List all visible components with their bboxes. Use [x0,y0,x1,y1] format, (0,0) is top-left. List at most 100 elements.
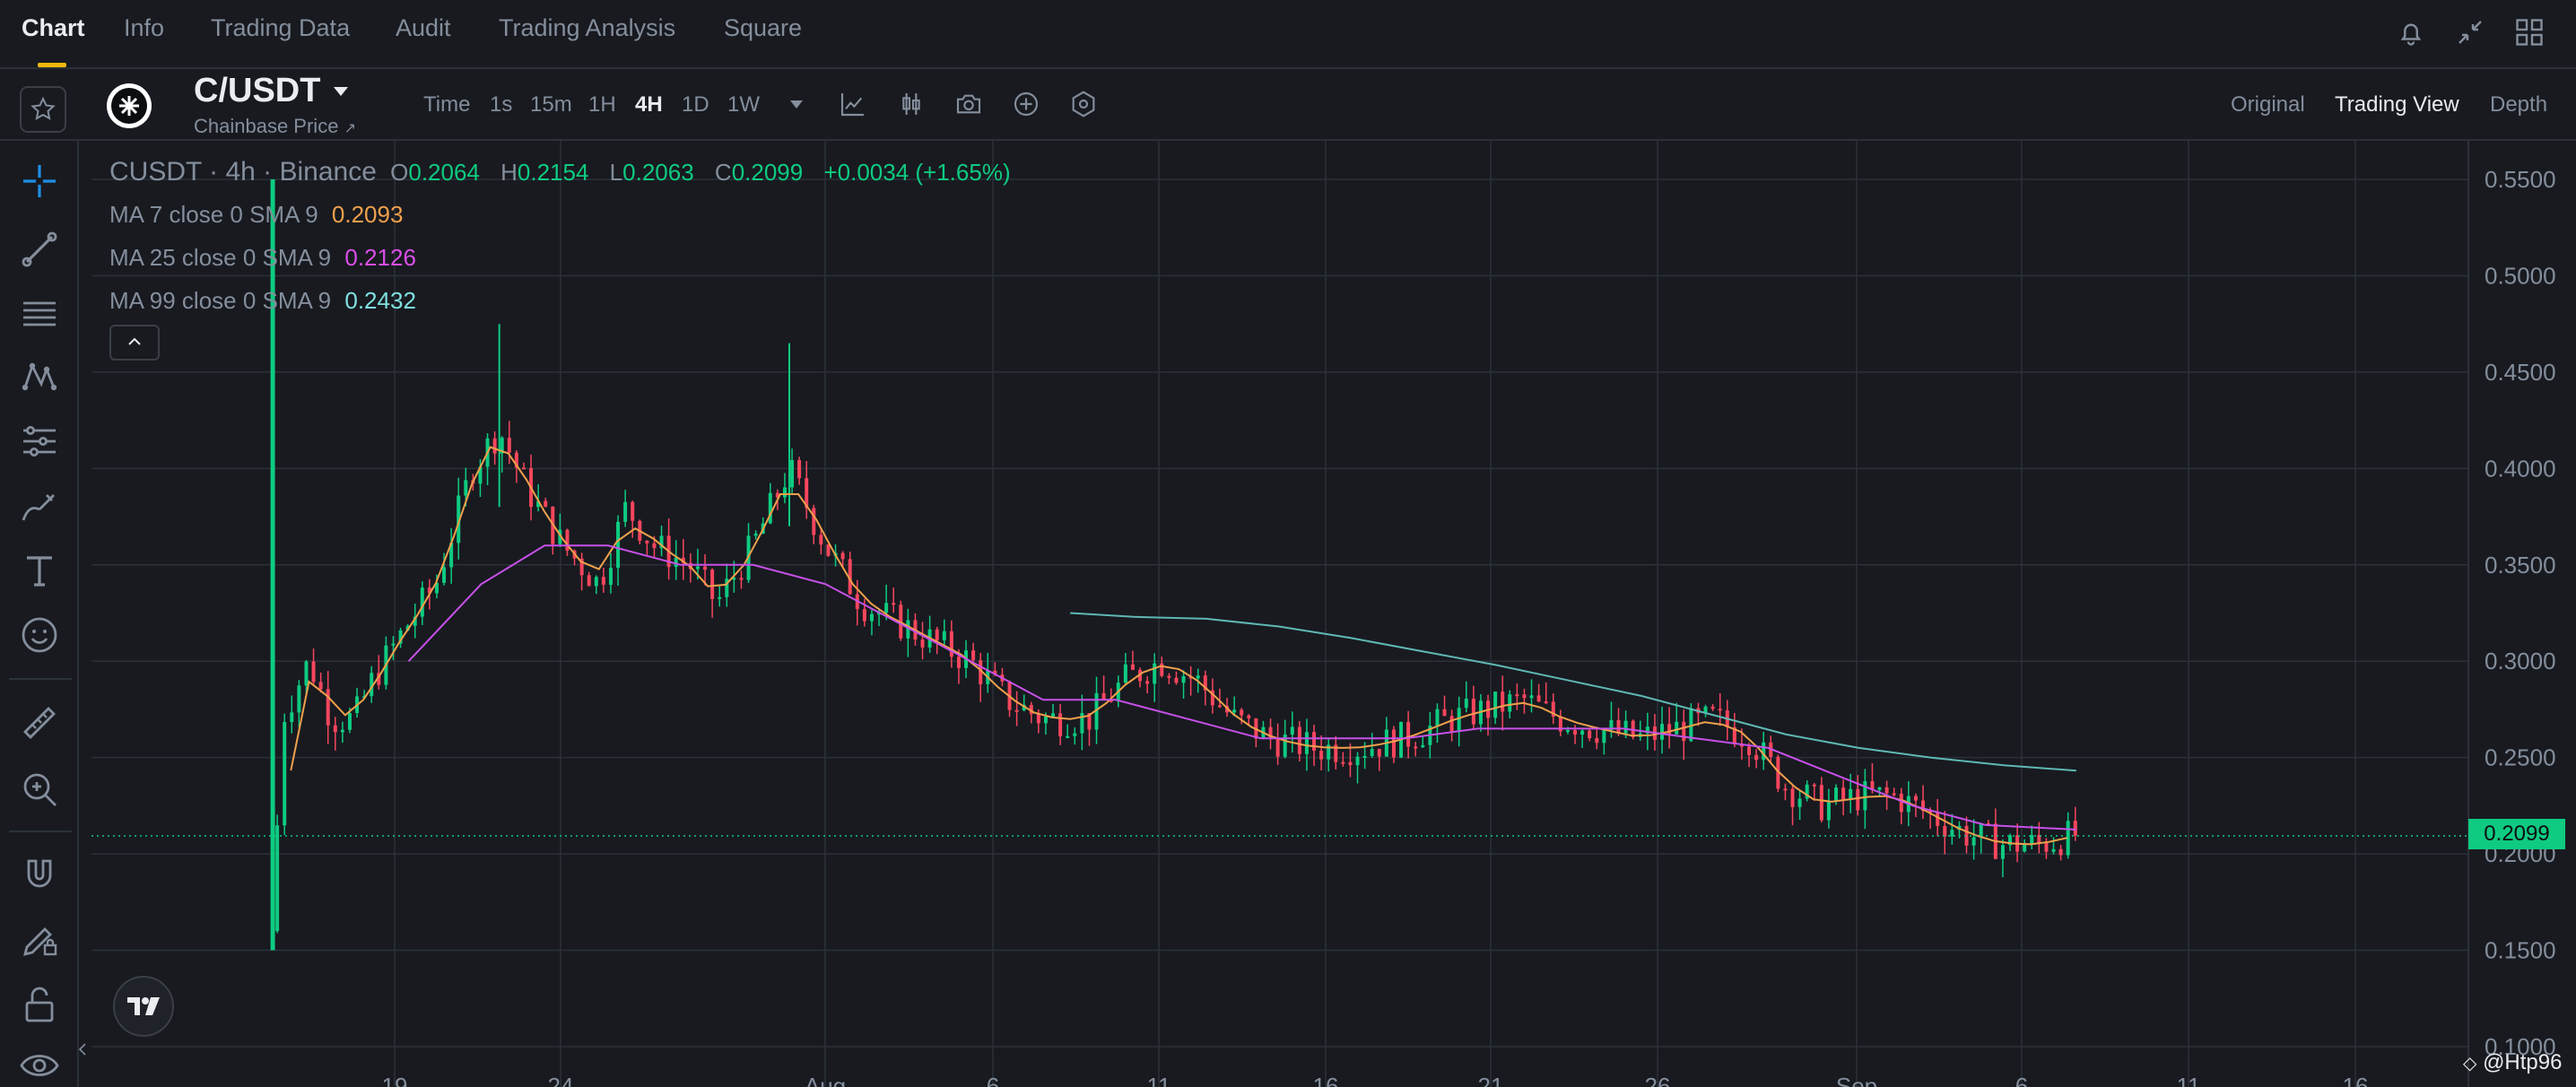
symbol-pair[interactable]: C/USDT [194,72,321,109]
lock-icon[interactable] [18,983,61,1026]
symbol-subtitle-text: Chainbase Price [194,115,339,137]
timeframe-1d[interactable]: 1D [682,92,709,117]
timeframe-more-icon[interactable] [788,97,805,111]
tradingview-logo[interactable] [113,976,174,1037]
chevron-down-icon[interactable] [332,84,350,99]
candle-body [2044,842,2049,852]
candle-body [790,460,795,488]
tab-chart[interactable]: Chart [22,14,85,41]
candle-body [1732,726,1736,744]
candle-body [1739,744,1744,747]
candle-body [1268,726,1273,739]
candle-body [1058,713,1063,737]
symbol-subtitle[interactable]: Chainbase Price ↗ [194,115,356,138]
ma25-legend[interactable]: MA 25 close 0 SMA 9 0.2126 [109,244,423,272]
candle-body [1304,732,1309,754]
candle-body [1623,720,1628,734]
candle-body [1109,700,1113,702]
candle-body [623,501,628,522]
collapse-icon[interactable] [2454,16,2486,48]
tab-info[interactable]: Info [124,14,165,41]
view-trading-view[interactable]: Trading View [2335,92,2459,117]
time-tick-label: 24 [548,1073,574,1087]
candle-body [333,725,337,733]
candle-body [906,620,910,639]
collapse-toolbar-icon[interactable] [77,1040,88,1058]
indicator-icon[interactable] [839,90,867,118]
candle-body [1819,785,1823,821]
candle-body [1283,735,1287,757]
candle-body [507,438,511,453]
price-tick-label: 0.1000 [2485,1033,2556,1060]
price-tick-label: 0.3500 [2485,552,2556,578]
text-icon[interactable] [18,549,61,592]
candle-body [1355,756,1360,766]
view-original[interactable]: Original [2231,92,2305,117]
candle-body [739,578,744,580]
timeframe-15m[interactable]: 15m [530,92,572,117]
candle-body [1834,787,1839,802]
timeframe-4h[interactable]: 4H [635,92,663,117]
candle-body [1327,744,1331,760]
crosshair-icon[interactable] [18,160,61,203]
fib-icon[interactable] [18,420,61,463]
view-depth[interactable]: Depth [2490,92,2548,117]
ohlc-legend: CUSDT · 4h · Binance O0.2064 H0.2154 L0.… [109,157,1018,187]
candle-body [753,533,758,536]
candle-body [318,682,323,690]
moving-averages [290,446,2076,846]
external-link-icon: ↗ [344,121,356,136]
candle-body [2030,835,2034,845]
candle-body [652,543,657,549]
camera-icon[interactable] [954,90,983,118]
time-tick-label: 16 [2343,1073,2369,1087]
pattern-icon[interactable] [18,355,61,398]
horizontal-lines-icon[interactable] [18,292,61,335]
magnet-icon[interactable] [18,854,61,897]
tab-trading-analysis[interactable]: Trading Analysis [499,14,676,41]
timeframe-1w[interactable]: 1W [727,92,760,117]
candle-body [725,578,729,597]
candle-body [1247,715,1251,718]
candle-body [1406,721,1411,747]
candle-body [536,500,541,508]
add-icon[interactable] [1012,90,1040,118]
candle-body [942,630,946,641]
brush-icon[interactable] [18,484,61,527]
candle-body [1551,701,1555,717]
legend-collapse-button[interactable] [109,325,160,361]
candle-body [1370,749,1374,756]
close-label: C [714,159,732,186]
lock-drawing-icon[interactable] [18,918,61,961]
ma7-legend[interactable]: MA 7 close 0 SMA 9 0.2093 [109,201,410,229]
tab-square[interactable]: Square [724,14,803,41]
trendline-icon[interactable] [18,228,61,271]
favorite-star-icon[interactable] [20,86,66,133]
candle-body [427,587,431,594]
settings-icon[interactable] [1069,90,1098,118]
candle-body [558,529,562,544]
zoom-in-icon[interactable] [18,768,61,811]
emoji-icon[interactable] [18,613,61,657]
eye-icon[interactable] [18,1044,61,1083]
candle-body [1348,761,1353,766]
tab-audit[interactable]: Audit [396,14,451,41]
timeframe-1s[interactable]: 1s [490,92,513,117]
tab-trading-data[interactable]: Trading Data [211,14,351,41]
grid-icon[interactable] [2513,16,2546,48]
ma99-label: MA 99 close 0 SMA 9 [109,287,332,314]
ma25-value: 0.2126 [344,244,416,271]
close-value: 0.2099 [731,159,804,186]
candle-body [805,478,809,509]
timeframe-time[interactable]: Time [423,92,471,117]
candle-body [500,438,504,454]
candle-body [1783,788,1788,791]
timeframe-1h[interactable]: 1H [588,92,616,117]
bell-icon[interactable] [2395,16,2427,48]
candle-body [840,552,845,560]
ma99-legend[interactable]: MA 99 close 0 SMA 9 0.2432 [109,287,423,315]
candle-body [884,603,889,613]
ruler-icon[interactable] [18,701,61,744]
candle-type-icon[interactable] [897,90,926,118]
